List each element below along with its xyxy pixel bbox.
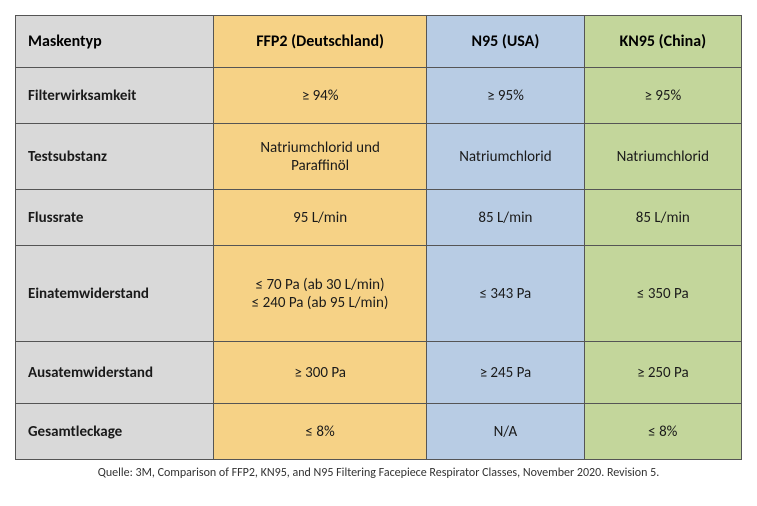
header-ffp2: FFP2 (Deutschland) <box>214 16 427 68</box>
table-row: Einatemwiderstand≤ 70 Pa (ab 30 L/min)≤ … <box>16 246 742 342</box>
cell-ffp2: ≥ 300 Pa <box>214 342 427 404</box>
cell-ffp2: ≤ 8% <box>214 404 427 460</box>
cell-kn95: ≤ 8% <box>584 404 741 460</box>
table-row: Gesamtleckage≤ 8%N/A≤ 8% <box>16 404 742 460</box>
cell-n95: ≥ 245 Pa <box>427 342 584 404</box>
header-kn95: KN95 (China) <box>584 16 741 68</box>
table-row: Filterwirksamkeit≥ 94%≥ 95%≥ 95% <box>16 68 742 124</box>
cell-ffp2: ≥ 94% <box>214 68 427 124</box>
table-body: Filterwirksamkeit≥ 94%≥ 95%≥ 95%Testsubs… <box>16 68 742 460</box>
cell-n95: N/A <box>427 404 584 460</box>
source-caption: Quelle: 3M, Comparison of FFP2, KN95, an… <box>15 466 742 480</box>
cell-kn95: Natriumchlorid <box>584 124 741 190</box>
cell-ffp2: Natriumchlorid undParaffinöl <box>214 124 427 190</box>
cell-ffp2: ≤ 70 Pa (ab 30 L/min)≤ 240 Pa (ab 95 L/m… <box>214 246 427 342</box>
header-n95: N95 (USA) <box>427 16 584 68</box>
row-label: Gesamtleckage <box>16 404 214 460</box>
table-row: TestsubstanzNatriumchlorid undParaffinöl… <box>16 124 742 190</box>
table-row: Ausatemwiderstand≥ 300 Pa≥ 245 Pa≥ 250 P… <box>16 342 742 404</box>
row-label: Filterwirksamkeit <box>16 68 214 124</box>
row-label: Einatemwiderstand <box>16 246 214 342</box>
cell-n95: ≥ 95% <box>427 68 584 124</box>
cell-n95: ≤ 343 Pa <box>427 246 584 342</box>
cell-ffp2: 95 L/min <box>214 190 427 246</box>
row-label: Flussrate <box>16 190 214 246</box>
cell-kn95: ≥ 95% <box>584 68 741 124</box>
header-row: Maskentyp FFP2 (Deutschland) N95 (USA) K… <box>16 16 742 68</box>
table-row: Flussrate95 L/min85 L/min85 L/min <box>16 190 742 246</box>
cell-kn95: ≥ 250 Pa <box>584 342 741 404</box>
cell-kn95: ≤ 350 Pa <box>584 246 741 342</box>
row-label: Testsubstanz <box>16 124 214 190</box>
mask-comparison-table: Maskentyp FFP2 (Deutschland) N95 (USA) K… <box>15 15 742 460</box>
header-maskentyp: Maskentyp <box>16 16 214 68</box>
cell-n95: 85 L/min <box>427 190 584 246</box>
row-label: Ausatemwiderstand <box>16 342 214 404</box>
cell-kn95: 85 L/min <box>584 190 741 246</box>
cell-n95: Natriumchlorid <box>427 124 584 190</box>
